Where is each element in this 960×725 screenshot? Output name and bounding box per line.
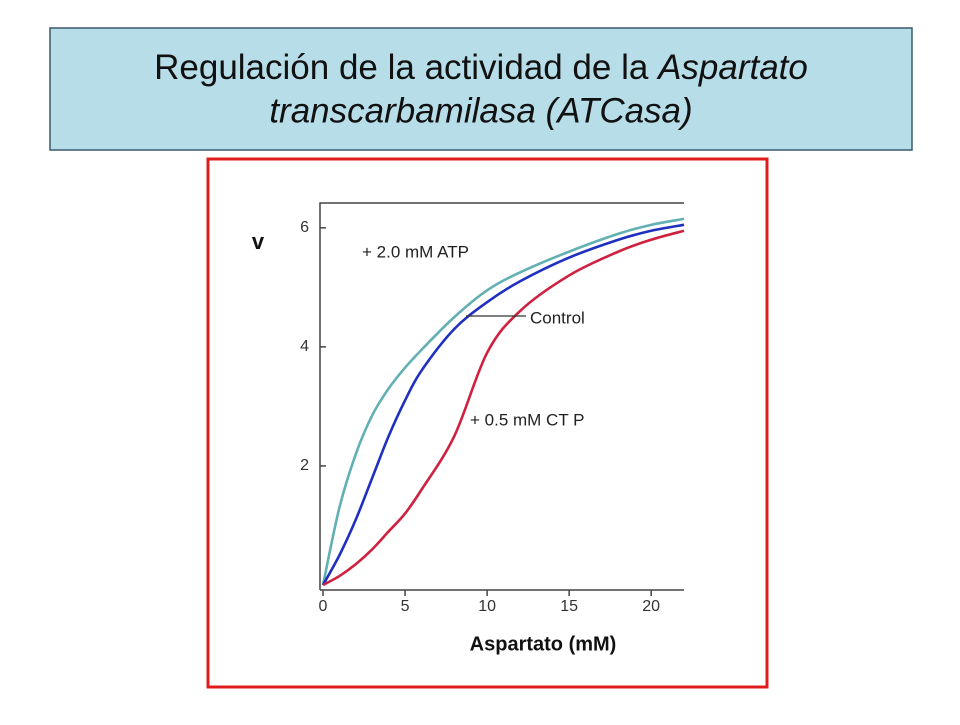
x-tick-label: 5 [401,598,410,615]
y-tick-label: 4 [300,338,309,355]
title-line-2: transcarbamilasa (ATCasa) [269,91,692,130]
series-line [321,217,685,586]
series-label: + 0.5 mM CT P [470,410,584,429]
series-label: Control [530,308,585,327]
x-tick-label: 10 [478,598,496,615]
x-axis-label: Aspartato (mM) [470,633,617,655]
title-text: Aspartato [656,48,808,87]
series-line [321,223,685,586]
x-tick-label: 15 [560,598,578,615]
y-axis-label: v [252,229,265,254]
x-tick-label: 0 [319,598,328,615]
x-tick-label: 20 [642,598,660,615]
y-tick-label: 6 [300,219,309,236]
title-line-1: Regulación de la actividad de la Asparta… [154,48,808,87]
title-text: Regulación de la actividad de la [154,48,658,87]
series-line [322,229,685,587]
title-box [49,27,913,151]
series-label: + 2.0 mM ATP [362,242,469,261]
axis-frame [319,202,684,590]
plot: 0 5 10 15 20 2 4 6 + 2.0 mM ATP Control + 0.5 mM C… [300,202,685,615]
y-tick-label: 2 [300,457,309,474]
chart-frame [206,157,769,689]
